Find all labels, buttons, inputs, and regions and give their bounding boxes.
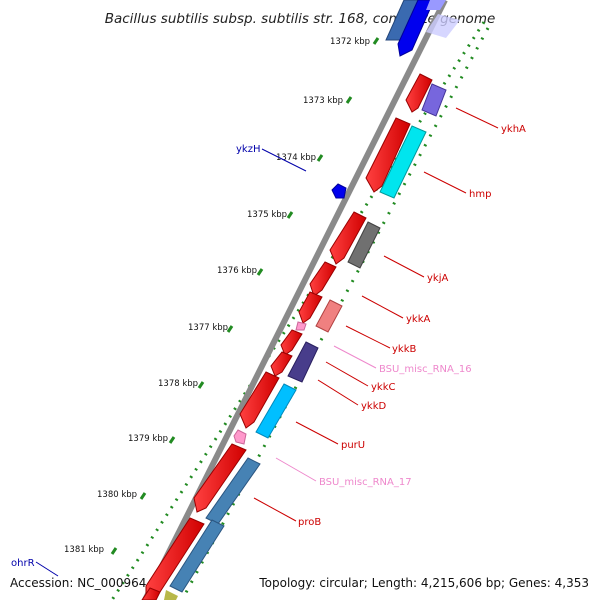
gene-labels: ykhA hmp ykjA ykkA ykkB BSU_misc_RNA_16 …	[11, 124, 526, 569]
gene-proB-arrow	[193, 443, 247, 513]
gene-ykkC-arrow	[280, 329, 303, 356]
kbp-label: 1379 kbp	[128, 434, 168, 444]
kbp-label: 1372 kbp	[330, 37, 370, 47]
feature-purU-box	[255, 383, 297, 439]
feature-track	[164, 83, 447, 600]
gene-label: proB	[298, 517, 321, 528]
gene-ykkB-arrow	[298, 291, 323, 324]
misc-rna-features	[233, 321, 307, 445]
gene-label: ykjA	[427, 273, 448, 284]
gene-label: ohrR	[11, 558, 35, 569]
gene-ykhA-arrow	[405, 73, 433, 113]
genome-backbone	[142, 0, 448, 600]
gene-label: ykhA	[501, 124, 526, 135]
gene-label: ykkA	[406, 314, 431, 325]
gene-label: BSU_misc_RNA_17	[319, 477, 412, 488]
forward-cds-track	[141, 73, 433, 600]
kbp-label: 1377 kbp	[188, 323, 228, 333]
gene-bottom-arrow	[141, 587, 161, 600]
label-leaders	[35, 107, 499, 577]
feature-bottom-box	[164, 590, 178, 600]
kbp-ticks	[110, 37, 380, 555]
gene-ykkA-arrow	[309, 261, 337, 297]
gene-label: ykkB	[392, 344, 417, 355]
gene-ykzH-shape	[331, 183, 347, 199]
gene-label: ykzH	[236, 144, 260, 155]
feature-ykjA-box	[347, 221, 381, 269]
kbp-label: 1376 kbp	[217, 266, 257, 276]
gene-label: ykkD	[361, 401, 387, 412]
reverse-features-top	[385, 0, 460, 57]
accession-text: Accession: NC_000964	[10, 576, 146, 590]
kbp-labels: 1372 kbp 1373 kbp 1374 kbp 1375 kbp 1376…	[64, 37, 370, 555]
gene-label: hmp	[469, 189, 491, 200]
topology-summary: Topology: circular; Length: 4,215,606 bp…	[258, 576, 589, 590]
feature-ykkC-box	[287, 341, 319, 383]
gene-label: BSU_misc_RNA_16	[379, 364, 472, 375]
kbp-label: 1378 kbp	[158, 379, 198, 389]
feature-hmp-box	[379, 125, 427, 199]
inner-tick-ring	[180, 27, 490, 600]
kbp-label: 1381 kbp	[64, 545, 104, 555]
gene-ykjA-arrow	[329, 211, 367, 265]
kbp-label: 1374 kbp	[276, 153, 316, 163]
gene-purU-arrow	[239, 371, 280, 429]
misc-rna-16-shape	[295, 321, 307, 331]
feature-lower-box	[169, 519, 225, 593]
kbp-label: 1373 kbp	[303, 96, 343, 106]
gene-hmp-arrow	[365, 117, 411, 193]
feature-ykkA-box	[315, 299, 343, 333]
gene-label: ykkC	[371, 382, 396, 393]
outer-tick-ring	[110, 21, 486, 600]
misc-rna-17-shape	[233, 429, 247, 445]
gene-ykkD-arrow	[270, 351, 293, 377]
kbp-label: 1375 kbp	[247, 210, 287, 220]
kbp-label: 1380 kbp	[97, 490, 137, 500]
gene-label: purU	[341, 440, 365, 451]
feature-ykhA-box	[421, 83, 447, 117]
